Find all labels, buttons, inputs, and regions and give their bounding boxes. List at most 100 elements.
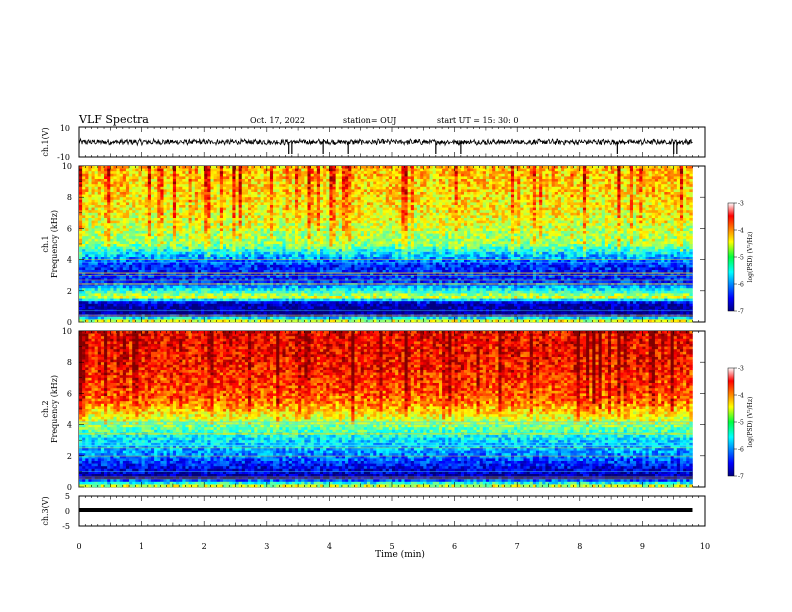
- spectrogram-cell: [189, 208, 192, 211]
- spectrogram-cell: [689, 210, 692, 213]
- spectrogram-cell: [564, 195, 567, 198]
- spectrogram-cell: [248, 166, 251, 169]
- spectrogram-cell: [514, 210, 517, 213]
- spectrogram-cell: [101, 176, 104, 179]
- spectrogram-cell: [333, 169, 336, 172]
- spectrogram-cell: [436, 218, 439, 221]
- spectrogram-cell: [304, 195, 307, 198]
- spectrogram-cell: [185, 184, 188, 187]
- spectrogram-cell: [342, 218, 345, 221]
- spectrogram-cell: [326, 182, 329, 185]
- spectrogram-cell: [658, 171, 661, 174]
- spectrogram-cell: [483, 189, 486, 192]
- spectrogram-cell: [339, 205, 342, 208]
- spectrogram-cell: [624, 169, 627, 172]
- spectrogram-cell: [667, 174, 670, 177]
- spectrogram-cell: [179, 176, 182, 179]
- spectrogram-cell: [151, 192, 154, 195]
- spectrogram-cell: [630, 184, 633, 187]
- spectrogram-cell: [151, 179, 154, 182]
- spectrogram-cell: [451, 205, 454, 208]
- spectrogram-cell: [442, 176, 445, 179]
- spectrogram-cell: [505, 169, 508, 172]
- spectrogram-cell: [401, 221, 404, 224]
- spectrogram-cell: [533, 182, 536, 185]
- spectrogram-cell: [674, 182, 677, 185]
- spectrogram-cell: [442, 171, 445, 174]
- spectrogram-cell: [602, 182, 605, 185]
- spectrogram-cell: [229, 192, 232, 195]
- spectrogram-cell: [79, 228, 82, 231]
- spectrogram-cell: [642, 210, 645, 213]
- spectrogram-cell: [264, 205, 267, 208]
- spectrogram-cell: [132, 169, 135, 172]
- spectrogram-cell: [154, 197, 157, 200]
- spectrogram-cell: [329, 192, 332, 195]
- spectrogram-cell: [583, 192, 586, 195]
- spectrogram-cell: [674, 192, 677, 195]
- spectrogram-cell: [611, 226, 614, 229]
- spectrogram-cell: [683, 192, 686, 195]
- spectrogram-cell: [574, 192, 577, 195]
- spectrogram-cell: [398, 202, 401, 205]
- spectrogram-cell: [179, 221, 182, 224]
- spectrogram-cell: [633, 179, 636, 182]
- spectrogram-cell: [489, 174, 492, 177]
- spectrogram-cell: [138, 187, 141, 190]
- spectrogram-cell: [558, 213, 561, 216]
- spectrogram-cell: [364, 210, 367, 213]
- spectrogram-cell: [542, 192, 545, 195]
- spectrogram-cell: [154, 213, 157, 216]
- spectrogram-cell: [267, 218, 270, 221]
- spectrogram-cell: [430, 205, 433, 208]
- spectrogram-cell: [586, 218, 589, 221]
- spectrogram-cell: [145, 202, 148, 205]
- spectrogram-cell: [620, 226, 623, 229]
- spectrogram-cell: [433, 205, 436, 208]
- spectrogram-cell: [173, 166, 176, 169]
- spectrogram-cell: [430, 208, 433, 211]
- spectrogram-cell: [323, 195, 326, 198]
- spectrogram-cell: [611, 189, 614, 192]
- spectrogram-cell: [286, 171, 289, 174]
- spectrogram-cell: [420, 205, 423, 208]
- spectrogram-cell: [686, 218, 689, 221]
- spectrogram-cell: [451, 208, 454, 211]
- spectrogram-cell: [686, 202, 689, 205]
- spectrogram-cell: [567, 179, 570, 182]
- spectrogram-cell: [580, 197, 583, 200]
- spectrogram-cell: [480, 213, 483, 216]
- spectrogram-cell: [555, 205, 558, 208]
- spectrogram-cell: [658, 215, 661, 218]
- spectrogram-cell: [627, 184, 630, 187]
- spectrogram-cell: [113, 195, 116, 198]
- spectrogram-cell: [395, 171, 398, 174]
- spectrogram-cell: [383, 192, 386, 195]
- spectrogram-cell: [358, 218, 361, 221]
- spectrogram-cell: [411, 187, 414, 190]
- spectrogram-cell: [511, 208, 514, 211]
- spectrogram-cell: [492, 184, 495, 187]
- spectrogram-cell: [630, 202, 633, 205]
- spectrogram-cell: [323, 187, 326, 190]
- spectrogram-cell: [398, 192, 401, 195]
- spectrogram-cell: [351, 184, 354, 187]
- spectrogram-cell: [376, 200, 379, 203]
- spectrogram-cell: [674, 174, 677, 177]
- spectrogram-cell: [261, 197, 264, 200]
- spectrogram-cell: [530, 184, 533, 187]
- spectrogram-cell: [123, 208, 126, 211]
- spectrogram-cell: [276, 184, 279, 187]
- spectrogram-cell: [176, 184, 179, 187]
- spectrogram-cell: [223, 169, 226, 172]
- spectrogram-cell: [542, 169, 545, 172]
- spectrogram-cell: [661, 184, 664, 187]
- spectrogram-cell: [492, 179, 495, 182]
- spectrogram-cell: [417, 210, 420, 213]
- spectrogram-cell: [364, 218, 367, 221]
- spectrogram-cell: [502, 184, 505, 187]
- spectrogram-cell: [192, 184, 195, 187]
- spectrogram-cell: [364, 221, 367, 224]
- spectrogram-cell: [342, 200, 345, 203]
- spectrogram-cell: [354, 184, 357, 187]
